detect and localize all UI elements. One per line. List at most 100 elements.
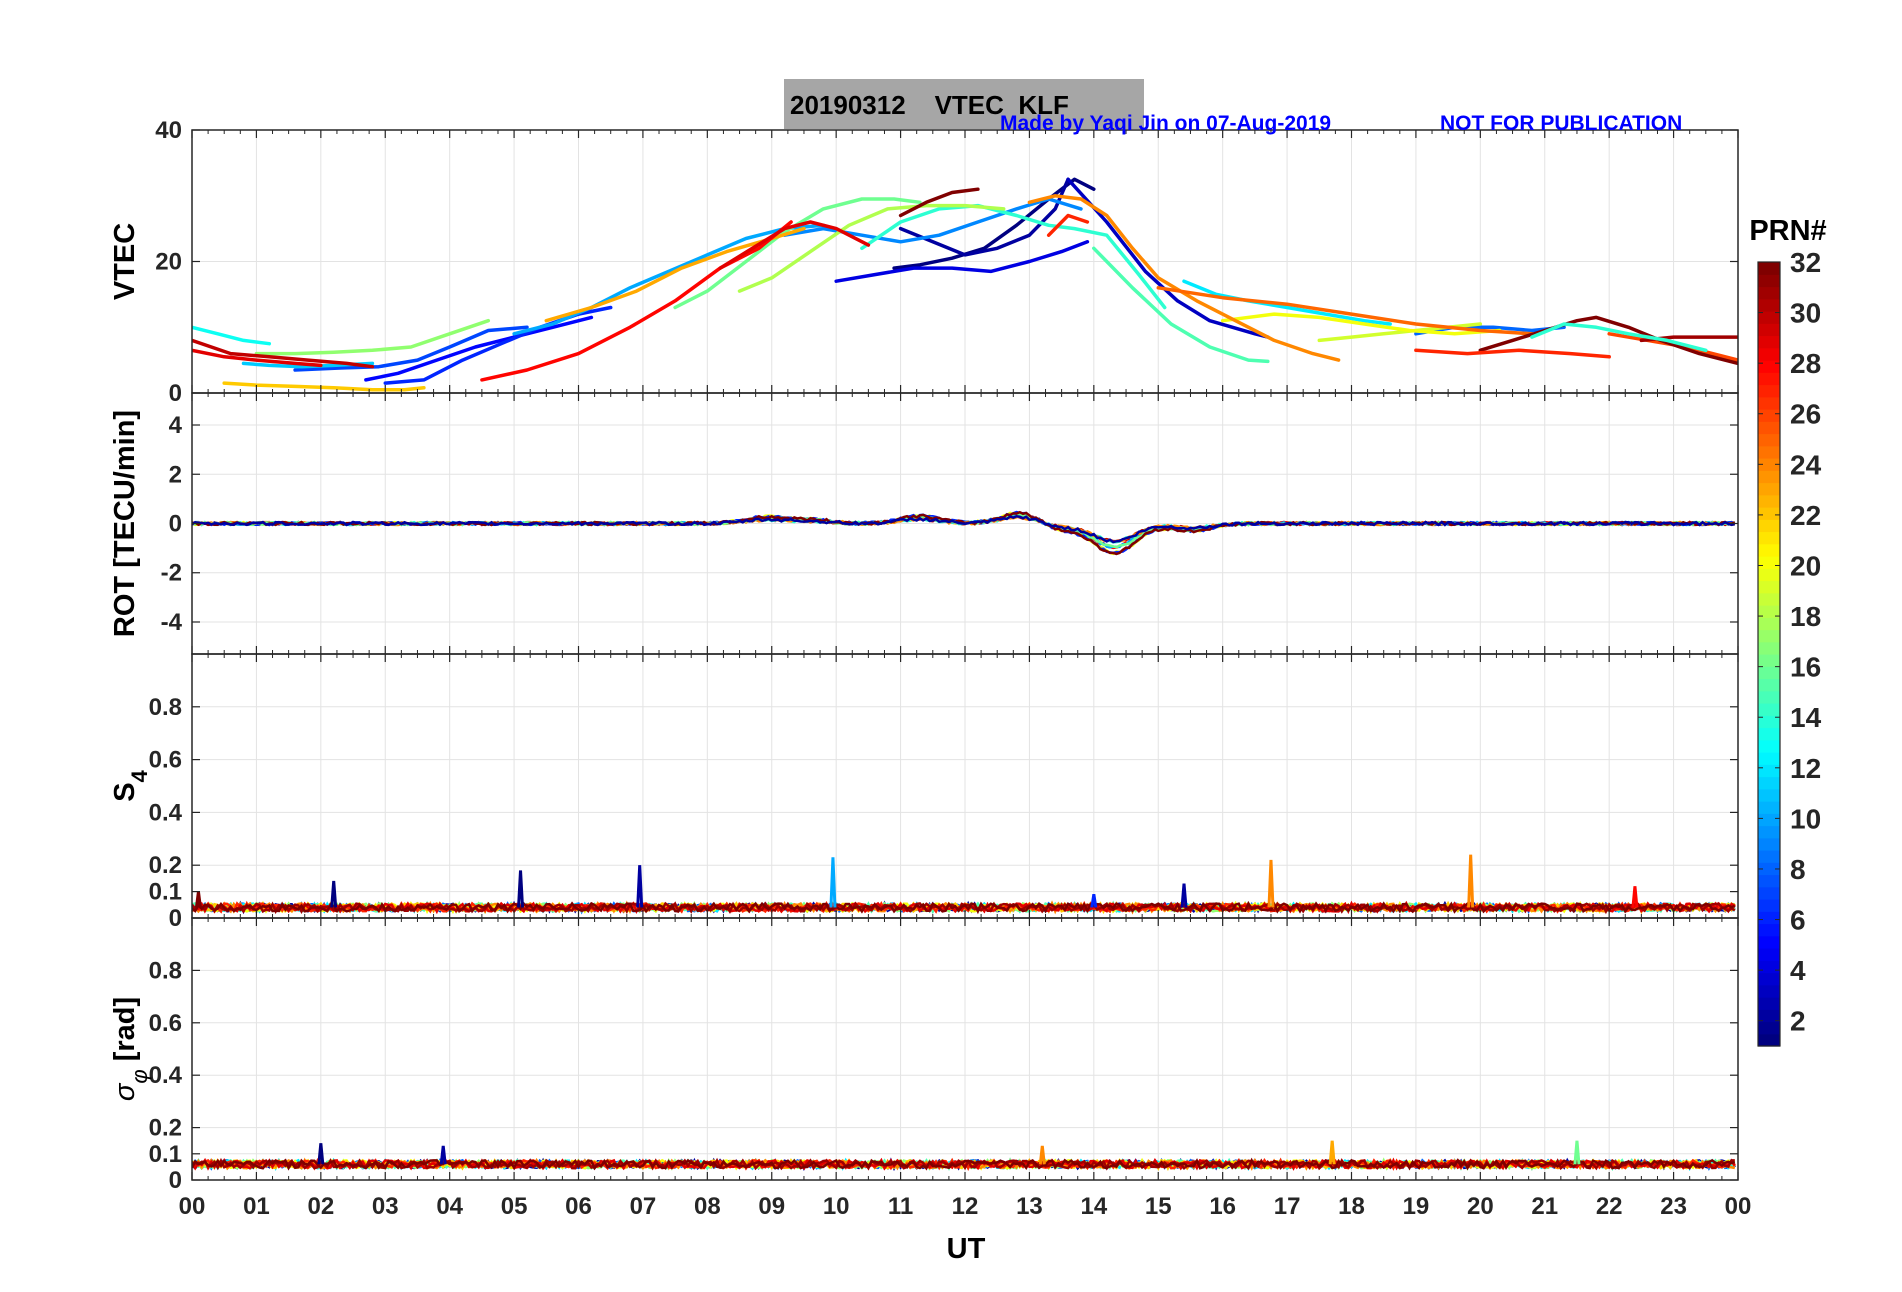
y-tick-label: 0.4 bbox=[149, 1062, 183, 1089]
rot-series-prn-32 bbox=[192, 510, 1736, 556]
colorbar-swatch bbox=[1758, 311, 1780, 324]
colorbar-swatch bbox=[1758, 813, 1780, 827]
colorbar-swatch bbox=[1758, 568, 1780, 582]
spike-prn-1 bbox=[517, 870, 525, 908]
spike-prn-10 bbox=[829, 857, 837, 908]
plot-area-sigma-phi bbox=[192, 1140, 1736, 1172]
colorbar-swatch bbox=[1758, 739, 1780, 753]
y-tick-label: 0.8 bbox=[149, 694, 182, 721]
colorbar-tick-label: 22 bbox=[1790, 500, 1821, 531]
colorbar-swatch bbox=[1758, 703, 1780, 716]
colorbar-swatch bbox=[1758, 580, 1780, 594]
rot-series-prn-20 bbox=[192, 511, 1736, 556]
series-prn-7 bbox=[293, 325, 529, 372]
series-prn-27 bbox=[1046, 213, 1090, 237]
spike-prn-28 bbox=[1631, 886, 1639, 908]
spike-prn-24 bbox=[1267, 859, 1275, 908]
colorbar-tick-label: 30 bbox=[1790, 298, 1821, 329]
spike-prn-16 bbox=[1573, 1140, 1581, 1165]
x-tick-label: 07 bbox=[630, 1193, 657, 1220]
colorbar-swatch bbox=[1758, 433, 1780, 447]
series-prn-32 bbox=[192, 900, 1736, 915]
colorbar-swatch bbox=[1758, 556, 1780, 569]
credit-text: Made by Yaqi Jin on 07-Aug-2019 bbox=[1000, 112, 1332, 135]
spike-prn-23 bbox=[1328, 1140, 1336, 1165]
y-tick-label: 0.2 bbox=[149, 1115, 182, 1142]
spike-prn-6 bbox=[1090, 894, 1098, 908]
x-tick-label: 22 bbox=[1596, 1193, 1623, 1220]
notice-text: NOT FOR PUBLICATION bbox=[1440, 112, 1683, 135]
colorbar-swatch bbox=[1758, 507, 1780, 520]
colorbar-swatch bbox=[1758, 984, 1780, 998]
colorbar-label: PRN# bbox=[1749, 215, 1826, 247]
colorbar-swatch bbox=[1758, 531, 1780, 545]
colorbar-swatch bbox=[1758, 752, 1780, 765]
colorbar-tick-label: 6 bbox=[1790, 905, 1806, 936]
x-tick-label: 18 bbox=[1338, 1193, 1365, 1220]
series-prn-32 bbox=[1478, 315, 1738, 366]
series-prn-10 bbox=[512, 223, 826, 336]
y-tick-label: 0.1 bbox=[149, 879, 182, 906]
colorbar-swatch bbox=[1758, 629, 1780, 643]
series-prn-12 bbox=[1182, 279, 1392, 326]
x-tick-label: 06 bbox=[565, 1193, 592, 1220]
x-tick-label: 05 bbox=[501, 1193, 528, 1220]
colorbar-swatch bbox=[1758, 421, 1780, 435]
colorbar-swatch bbox=[1758, 641, 1780, 655]
colorbar-swatch bbox=[1758, 690, 1780, 704]
colorbar-swatch bbox=[1758, 298, 1780, 312]
rot-series-prn-24 bbox=[192, 514, 1736, 544]
x-tick-label: 08 bbox=[694, 1193, 721, 1220]
colorbar-swatch bbox=[1758, 850, 1780, 863]
x-axis-label: UT bbox=[947, 1233, 986, 1265]
series-prn-24 bbox=[1027, 194, 1341, 362]
x-tick-label: 20 bbox=[1467, 1193, 1494, 1220]
panel-sigma-phi: 00 01 02 03 04 05 06 07 08 09 10 11 12 13 14 15 16 17 18 19… bbox=[109, 917, 1751, 1220]
colorbar-tick-label: 4 bbox=[1790, 955, 1806, 986]
colorbar-swatch bbox=[1758, 458, 1780, 471]
series-prn-15 bbox=[1092, 246, 1270, 364]
colorbar-swatch bbox=[1758, 911, 1780, 925]
y-axis-label: σφ[rad] bbox=[109, 997, 152, 1101]
y-tick-label: 2 bbox=[169, 461, 182, 488]
colorbar-swatch bbox=[1758, 262, 1780, 275]
colorbar-tick-label: 28 bbox=[1790, 348, 1821, 379]
rot-series-prn-30 bbox=[192, 514, 1735, 543]
colorbar-swatch bbox=[1758, 997, 1780, 1010]
colorbar-swatch bbox=[1758, 1021, 1780, 1035]
colorbar-swatch bbox=[1758, 764, 1780, 778]
y-tick-label: 0.6 bbox=[149, 747, 182, 774]
series-prn-30 bbox=[192, 338, 375, 369]
colorbar-swatch bbox=[1758, 715, 1780, 729]
colorbar-swatch bbox=[1758, 788, 1780, 802]
colorbar-frame bbox=[1757, 261, 1781, 1047]
series-prn-32 bbox=[898, 187, 980, 218]
x-tick-label: 04 bbox=[436, 1193, 463, 1220]
y-tick-label: 0 bbox=[169, 511, 182, 538]
chart-title: 20190312 VTEC KLF bbox=[790, 90, 1069, 120]
y-tick-label: 0.1 bbox=[149, 1141, 182, 1168]
x-tick-label: 09 bbox=[758, 1193, 785, 1220]
y-tick-label: 0.6 bbox=[149, 1010, 182, 1037]
x-tick-label: 15 bbox=[1145, 1193, 1172, 1220]
spike-prn-2 bbox=[1180, 883, 1188, 908]
colorbar-tick-label: 10 bbox=[1790, 803, 1821, 834]
colorbar-tick-label: 26 bbox=[1790, 399, 1821, 430]
colorbar-swatch bbox=[1758, 825, 1780, 839]
x-tick-label: 13 bbox=[1016, 1193, 1043, 1220]
colorbar-swatch bbox=[1758, 335, 1780, 349]
series-prn-27 bbox=[1414, 348, 1611, 359]
plot-area-rot bbox=[192, 510, 1736, 556]
series-prn-17 bbox=[254, 318, 491, 356]
colorbar-swatch bbox=[1758, 470, 1780, 484]
colorbar-swatch bbox=[1758, 494, 1780, 508]
colorbar-swatch bbox=[1758, 409, 1780, 422]
colorbar-swatch bbox=[1758, 347, 1780, 361]
colorbar-tick-label: 8 bbox=[1790, 854, 1806, 885]
colorbar-swatch bbox=[1758, 886, 1780, 900]
x-tick-label: 02 bbox=[307, 1193, 334, 1220]
colorbar-swatch bbox=[1758, 972, 1780, 986]
colorbar-tick-label: 16 bbox=[1790, 652, 1821, 683]
x-tick-label: 21 bbox=[1531, 1193, 1558, 1220]
